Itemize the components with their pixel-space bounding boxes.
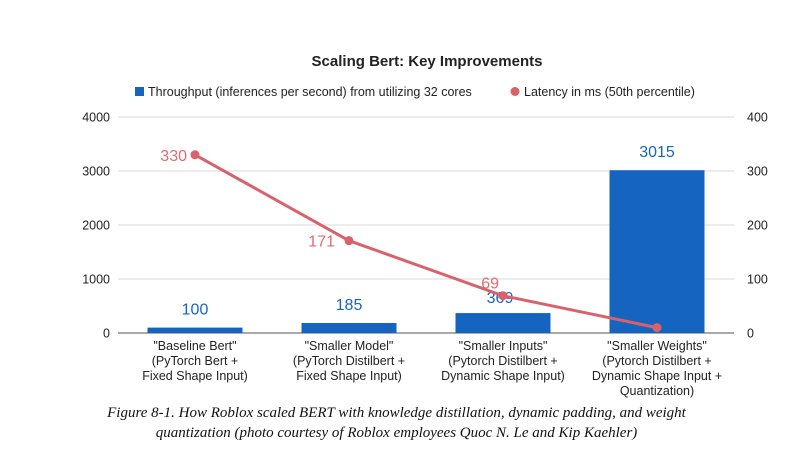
latency-point <box>190 150 200 160</box>
category-label: Dynamic Shape Input + <box>592 369 722 383</box>
latency-point <box>344 236 354 246</box>
category-label: "Baseline Bert" <box>153 339 236 353</box>
legend: Throughput (inferences per second) from … <box>135 85 695 99</box>
right-tick-label: 400 <box>747 111 768 125</box>
category-label: Fixed Shape Input) <box>142 369 248 383</box>
bar <box>147 327 243 333</box>
combo-chart: Scaling Bert: Key Improvements Throughpu… <box>82 53 768 398</box>
latency-line <box>194 153 658 330</box>
left-tick-label: 4000 <box>82 111 110 125</box>
category-labels: "Baseline Bert"(PyTorch Bert +Fixed Shap… <box>142 339 722 398</box>
category-label: "Smaller Inputs" <box>459 339 548 353</box>
category-label: (Pytorch Distilbert + <box>448 354 557 368</box>
category-label: (PyTorch Bert + <box>152 354 239 368</box>
figure-caption: Figure 8-1. How Roblox scaled BERT with … <box>0 403 793 443</box>
right-tick-label: 100 <box>747 273 768 287</box>
chart-title: Scaling Bert: Key Improvements <box>312 53 543 70</box>
category-label: (PyTorch Distilbert + <box>293 354 405 368</box>
bar <box>609 170 705 333</box>
category-label: (Pytorch Distilbert + <box>602 354 711 368</box>
left-axis: 0 1000 2000 3000 4000 <box>82 111 110 341</box>
caption-line-1: Figure 8-1. How Roblox scaled BERT with … <box>107 405 686 421</box>
bar-data-label: 3015 <box>639 144 675 161</box>
latency-data-label: 330 <box>160 148 187 165</box>
bar-series: 1001853693015 <box>147 144 705 333</box>
line-series: 330 171 69 <box>160 148 662 333</box>
latency-point <box>652 323 662 333</box>
category-label: Quantization) <box>620 384 694 398</box>
caption-line-2: quantization (photo courtesy of Roblox e… <box>155 425 638 441</box>
bar <box>455 313 551 333</box>
right-tick-label: 0 <box>747 327 754 341</box>
latency-data-label: 171 <box>308 234 335 251</box>
legend-label-throughput: Throughput (inferences per second) from … <box>148 85 472 99</box>
right-tick-label: 200 <box>747 219 768 233</box>
legend-swatch-throughput <box>135 87 144 96</box>
left-tick-label: 3000 <box>82 165 110 179</box>
legend-label-latency: Latency in ms (50th percentile) <box>524 85 695 99</box>
right-axis: 0 100 200 300 400 <box>747 111 768 341</box>
category-label: Dynamic Shape Input) <box>441 369 565 383</box>
category-label: "Smaller Model" <box>305 339 394 353</box>
bar-data-label: 100 <box>182 302 209 319</box>
left-tick-label: 1000 <box>82 273 110 287</box>
latency-point <box>498 291 508 301</box>
bar-data-label: 185 <box>336 297 363 314</box>
bar <box>301 323 397 333</box>
category-label: Fixed Shape Input) <box>296 369 402 383</box>
latency-data-label: 69 <box>481 276 499 293</box>
category-label: "Smaller Weights" <box>607 339 707 353</box>
left-tick-label: 0 <box>103 327 110 341</box>
left-tick-label: 2000 <box>82 219 110 233</box>
right-tick-label: 300 <box>747 165 768 179</box>
legend-swatch-latency <box>510 87 520 96</box>
